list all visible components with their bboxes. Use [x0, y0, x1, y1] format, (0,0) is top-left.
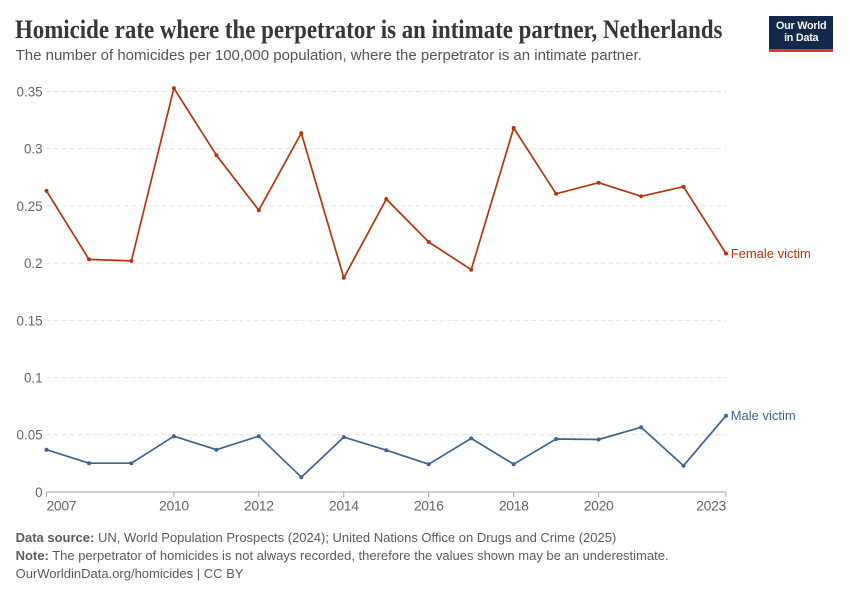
svg-text:0.3: 0.3 [24, 142, 43, 157]
svg-text:2012: 2012 [244, 497, 274, 513]
svg-text:0.1: 0.1 [24, 371, 43, 386]
svg-text:2014: 2014 [329, 497, 359, 513]
svg-text:2018: 2018 [499, 497, 529, 513]
svg-text:0.25: 0.25 [17, 199, 43, 214]
svg-text:0.05: 0.05 [17, 428, 43, 443]
svg-text:0.2: 0.2 [24, 256, 43, 271]
svg-text:2007: 2007 [47, 497, 77, 513]
svg-text:Female victim: Female victim [731, 246, 811, 261]
svg-text:2010: 2010 [159, 497, 189, 513]
svg-text:Male victim: Male victim [731, 408, 796, 423]
svg-text:0.15: 0.15 [17, 313, 43, 328]
svg-text:2020: 2020 [584, 497, 614, 513]
svg-text:0: 0 [35, 485, 42, 500]
svg-text:2016: 2016 [414, 497, 444, 513]
svg-text:0.35: 0.35 [17, 84, 43, 99]
svg-text:2023: 2023 [696, 497, 726, 513]
